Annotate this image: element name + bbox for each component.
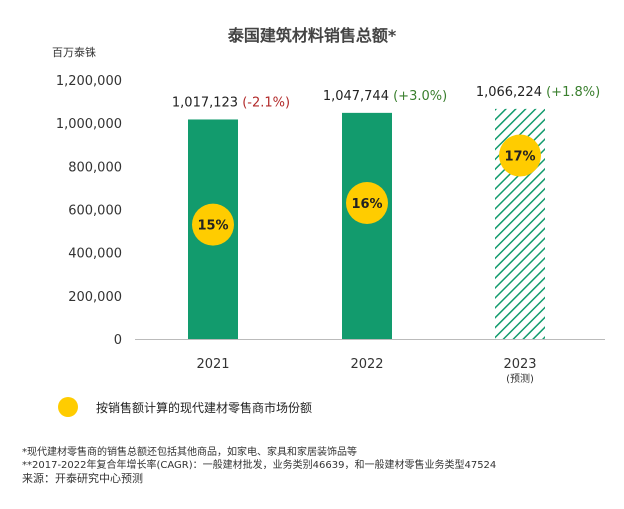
y-tick-label: 800,000: [68, 160, 122, 175]
value-text: 1,047,744: [323, 89, 393, 104]
market-share-label: 16%: [351, 197, 382, 212]
growth-rate-label: (+1.8%): [546, 85, 600, 100]
bar-2022: [342, 112, 392, 339]
growth-rate-label: (-2.1%): [242, 95, 290, 110]
footnote-1: *现代建材零售商的销售总额还包括其他商品，如家电、家具和家居装饰品等: [22, 447, 357, 458]
market-share-marker-2021: [192, 203, 234, 246]
value-label-2022: 1,047,744 (+3.0%): [323, 89, 447, 104]
legend: 按销售额计算的现代建材零售商市场份额: [58, 397, 312, 417]
x-axis: 2021 2022 2023(预测): [196, 357, 536, 385]
y-tick-label: 400,000: [68, 247, 122, 262]
y-axis: 0 200,000 400,000 600,000 800,000 1,000,000 1,…: [56, 74, 122, 348]
chart-title: 泰国建筑材料销售总额*: [227, 26, 397, 45]
market-share-marker-2022: [346, 182, 388, 225]
legend-label: 按销售额计算的现代建材零售商市场份额: [96, 400, 313, 415]
x-tick-label: 2022: [350, 357, 383, 372]
value-label-2023: 1,066,224 (+1.8%): [476, 85, 600, 100]
growth-rate-label: (+3.0%): [393, 89, 447, 104]
footnotes: *现代建材零售商的销售总额还包括其他商品，如家电、家具和家居装饰品等 **201…: [22, 446, 496, 485]
bar-chart: 0 200,000 400,000 600,000 800,000 1,000,000 1,…: [56, 74, 605, 385]
x-tick-label: 2021: [196, 357, 229, 372]
y-tick-label: 1,200,000: [56, 74, 122, 89]
legend-marker-icon: [58, 397, 78, 417]
footnote-2: **2017-2022年复合年增长率(CAGR)：一般建材批发，业务类别4663…: [22, 460, 497, 471]
x-tick-label: 2023: [503, 357, 536, 372]
value-text: 1,017,123: [172, 95, 242, 110]
y-tick-label: 600,000: [68, 204, 122, 219]
value-label-2021: 1,017,123 (-2.1%): [172, 95, 290, 110]
market-share-label: 17%: [504, 150, 535, 165]
y-tick-label: 0: [114, 333, 122, 348]
market-share-marker-2023: [499, 134, 541, 177]
x-tick-sublabel: (预测): [506, 372, 534, 385]
market-share-markers: 15% 16% 17%: [192, 134, 541, 246]
y-tick-label: 1,000,000: [56, 117, 122, 132]
data-labels: 1,017,123 (-2.1%) 1,047,744 (+3.0%) 1,066,…: [172, 85, 600, 111]
source-note: 来源：开泰研究中心预测: [22, 472, 143, 485]
y-tick-label: 200,000: [68, 290, 122, 305]
market-share-label: 15%: [197, 219, 228, 234]
value-text: 1,066,224: [476, 85, 546, 100]
y-axis-unit-label: 百万泰铢: [52, 46, 96, 59]
